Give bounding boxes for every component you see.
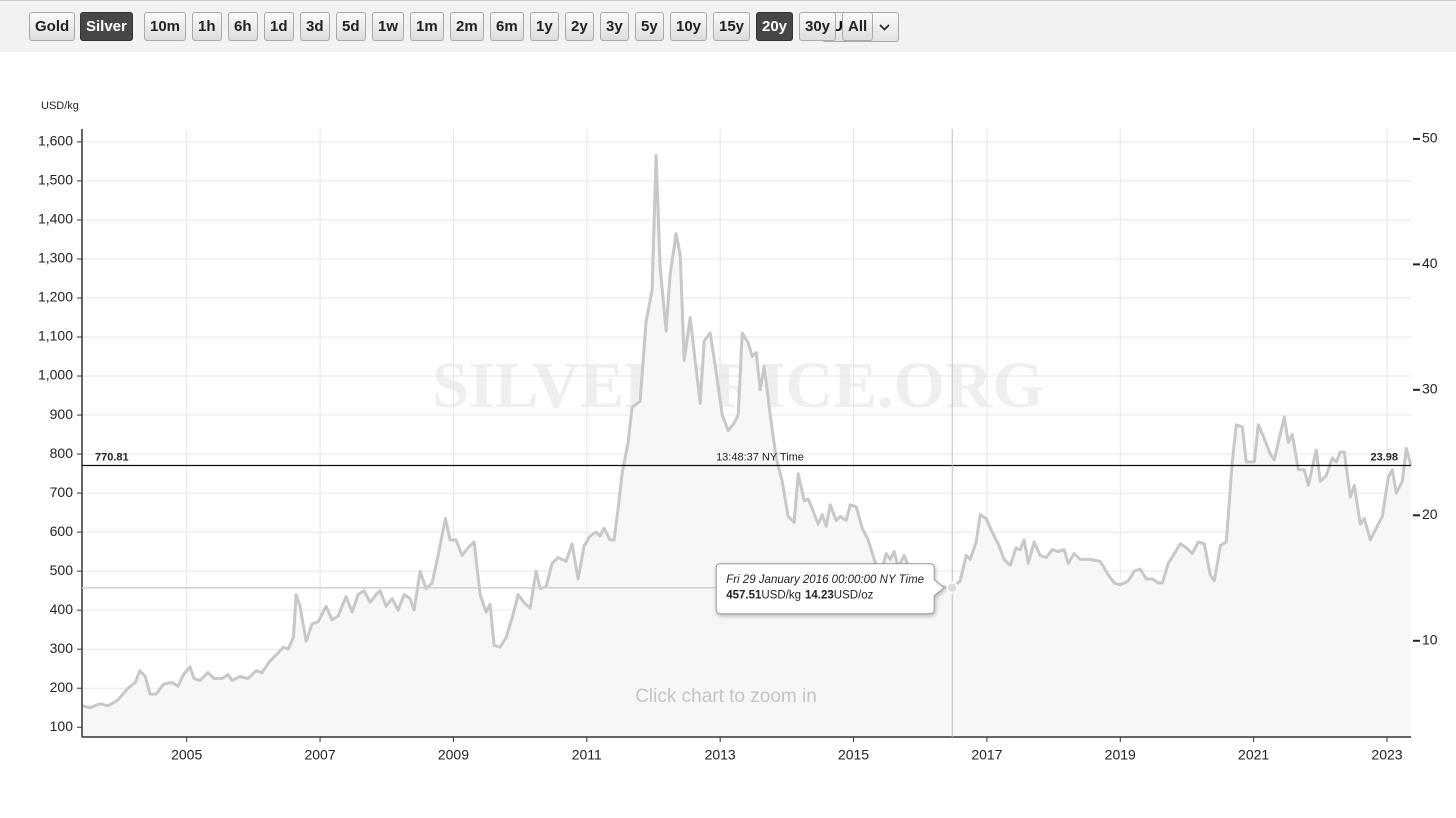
y-tick-label: 1,400 — [38, 211, 73, 227]
x-tick-label: 2013 — [705, 747, 736, 763]
x-tick-label: 2009 — [438, 747, 469, 763]
y-tick-label: 700 — [50, 484, 74, 500]
area — [82, 155, 1411, 737]
toolbar-button[interactable]: Gold — [29, 12, 76, 41]
y-tick-label: 300 — [50, 640, 74, 656]
y-tick-label: 1,300 — [38, 250, 73, 266]
toolbar-button[interactable]: All — [842, 12, 874, 41]
y-tick-label: 800 — [50, 445, 74, 461]
current-time-label: 13:48:37 NY Time — [716, 451, 804, 463]
y-tick-label: 1,100 — [38, 328, 73, 344]
toolbar-button[interactable]: 10m — [144, 12, 187, 41]
y-tick-label: 1,200 — [38, 289, 73, 305]
y-tick-label: 1,000 — [38, 367, 73, 383]
y-tick-label: 600 — [50, 523, 74, 539]
toolbar-button[interactable]: 1d — [264, 12, 294, 41]
y-tick-label: 1,500 — [38, 172, 73, 188]
tooltip-kg-unit: USD/kg — [761, 590, 801, 602]
y-tick-label: 200 — [50, 679, 74, 695]
tooltip-box — [715, 563, 946, 615]
y-tick-label: 500 — [50, 562, 74, 578]
toolbar-button[interactable]: 30y — [799, 12, 837, 41]
tooltip-date: Fri 29 January 2016 00:00:00 NY Time — [726, 574, 924, 586]
toolbar-button[interactable]: 2y — [565, 12, 594, 41]
toolbar-button[interactable]: 3y — [600, 12, 629, 41]
x-tick-label: 2017 — [971, 747, 1002, 763]
current-price-label: 770.81 — [95, 451, 129, 463]
x-tick-label: 2005 — [171, 747, 202, 763]
y2-tick-label: 20 — [1422, 506, 1438, 522]
page: USD GoldSilver10m1h6h1d3d5d1w1m2m6m1y2y3… — [0, 0, 1456, 763]
y2-tick-label: 10 — [1422, 631, 1438, 647]
y-tick-label: 400 — [50, 601, 74, 617]
tooltip-oz-value: 14.23 — [805, 590, 834, 602]
dropdown-arrow — [879, 24, 890, 31]
toolbar: USD GoldSilver10m1h6h1d3d5d1w1m2m6m1y2y3… — [0, 0, 1456, 52]
y2-tick-label: 50 — [1422, 130, 1438, 146]
toolbar-button[interactable]: 1h — [192, 12, 222, 41]
y-tick-label: 1,600 — [38, 133, 73, 149]
toolbar-button[interactable]: 5y — [635, 12, 664, 41]
tooltip-values: 457.51USD/kg 14.23USD/oz — [726, 590, 873, 602]
toolbar-button[interactable]: 6h — [228, 12, 258, 41]
x-tick-label: 2019 — [1105, 747, 1136, 763]
toolbar-button[interactable]: 15y — [713, 12, 751, 41]
toolbar-button[interactable]: Silver — [80, 12, 133, 41]
tooltip-oz-unit: USD/oz — [834, 590, 874, 602]
toolbar-button[interactable]: 1w — [372, 12, 405, 41]
toolbar-button[interactable]: 2m — [450, 12, 484, 41]
chart[interactable]: USD/kg SILVERPRICE.ORG100200300400500600… — [0, 52, 1456, 818]
toolbar-button[interactable]: 20y — [756, 12, 794, 41]
current-price-y2-label: 23.98 — [1370, 451, 1398, 463]
hover-point — [946, 581, 958, 594]
x-tick-label: 2011 — [572, 747, 602, 763]
y2-tick-label: 40 — [1422, 255, 1438, 271]
toolbar-button[interactable]: 5d — [336, 12, 366, 41]
x-tick-label: 2015 — [838, 747, 869, 763]
zoom-hint: Click chart to zoom in — [635, 686, 817, 707]
toolbar-button[interactable]: 1m — [410, 12, 444, 41]
y2-tick-label: 30 — [1422, 381, 1438, 397]
toolbar-button[interactable]: 10y — [670, 12, 708, 41]
toolbar-button[interactable]: 3d — [300, 12, 330, 41]
y-tick-label: 900 — [50, 406, 74, 422]
price-line — [81, 154, 1413, 710]
toolbar-button[interactable]: 1y — [530, 12, 559, 41]
y-tick-label: 100 — [50, 718, 74, 734]
tooltip-kg-value: 457.51 — [726, 590, 762, 602]
y-axis-label: USD/kg — [41, 100, 79, 112]
x-tick-label: 2021 — [1238, 747, 1269, 763]
toolbar-button[interactable]: 6m — [490, 12, 524, 41]
x-tick-label: 2007 — [304, 747, 335, 763]
x-tick-label: 2023 — [1371, 747, 1402, 763]
